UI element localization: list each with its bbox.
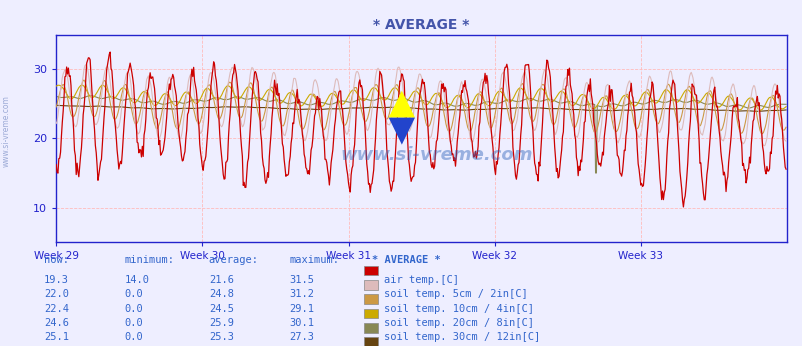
Text: 0.0: 0.0 — [124, 318, 143, 328]
Title: * AVERAGE *: * AVERAGE * — [373, 18, 469, 32]
Text: average:: average: — [209, 255, 258, 265]
Bar — [363, 323, 378, 333]
Text: www.si-vreme.com: www.si-vreme.com — [2, 95, 11, 167]
Text: 24.8: 24.8 — [209, 289, 233, 299]
Text: 14.0: 14.0 — [124, 275, 149, 285]
Text: www.si-vreme.com: www.si-vreme.com — [339, 146, 532, 164]
Bar — [363, 337, 378, 346]
Polygon shape — [388, 118, 415, 145]
Text: maximum:: maximum: — [289, 255, 338, 265]
Bar — [363, 280, 378, 290]
Bar — [363, 266, 378, 275]
Text: soil temp. 10cm / 4in[C]: soil temp. 10cm / 4in[C] — [383, 303, 533, 313]
Text: 30.1: 30.1 — [289, 318, 314, 328]
Text: 31.2: 31.2 — [289, 289, 314, 299]
Text: 0.0: 0.0 — [124, 332, 143, 342]
Text: 22.0: 22.0 — [44, 289, 69, 299]
Text: 29.1: 29.1 — [289, 303, 314, 313]
Text: soil temp. 20cm / 8in[C]: soil temp. 20cm / 8in[C] — [383, 318, 533, 328]
Text: 21.6: 21.6 — [209, 275, 233, 285]
Text: soil temp. 30cm / 12in[C]: soil temp. 30cm / 12in[C] — [383, 332, 540, 342]
Text: 24.6: 24.6 — [44, 318, 69, 328]
Text: now:: now: — [44, 255, 69, 265]
Text: 27.3: 27.3 — [289, 332, 314, 342]
Text: 22.4: 22.4 — [44, 303, 69, 313]
Text: 31.5: 31.5 — [289, 275, 314, 285]
Text: 25.3: 25.3 — [209, 332, 233, 342]
Text: minimum:: minimum: — [124, 255, 174, 265]
Text: 24.5: 24.5 — [209, 303, 233, 313]
Bar — [363, 309, 378, 318]
Text: 0.0: 0.0 — [124, 303, 143, 313]
Text: air temp.[C]: air temp.[C] — [383, 275, 458, 285]
Bar — [363, 294, 378, 304]
Text: 25.1: 25.1 — [44, 332, 69, 342]
Text: 0.0: 0.0 — [124, 289, 143, 299]
Text: 25.9: 25.9 — [209, 318, 233, 328]
Text: soil temp. 5cm / 2in[C]: soil temp. 5cm / 2in[C] — [383, 289, 527, 299]
Text: * AVERAGE *: * AVERAGE * — [371, 255, 440, 265]
Polygon shape — [388, 91, 415, 118]
Text: 19.3: 19.3 — [44, 275, 69, 285]
